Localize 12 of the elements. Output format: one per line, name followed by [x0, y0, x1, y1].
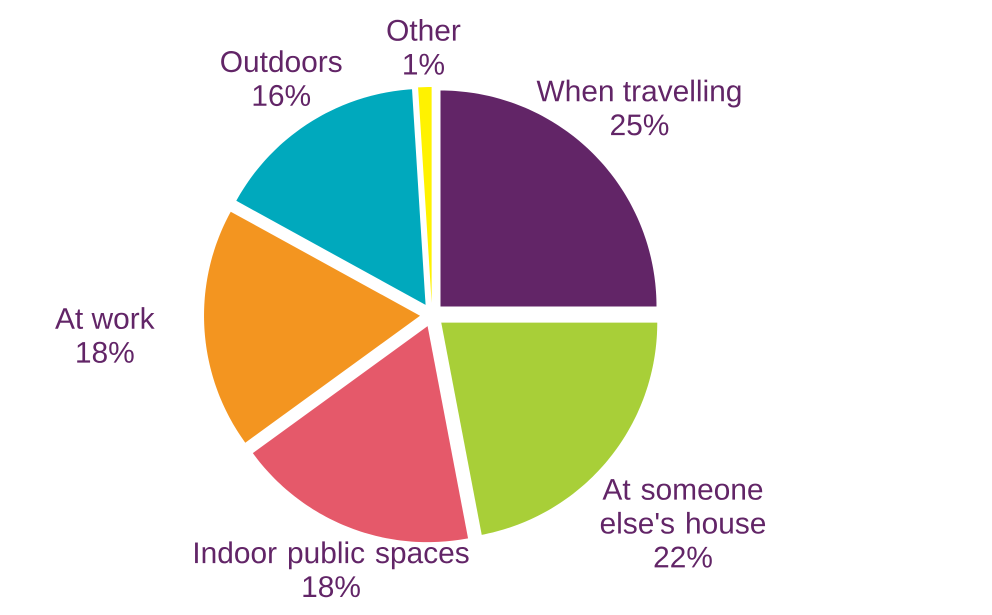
- data-label: 22%: [654, 546, 712, 568]
- slice-label: Other: [388, 18, 460, 41]
- slice-label: At someone else's house: [600, 479, 766, 534]
- data-label: 25%: [611, 114, 668, 136]
- data-label: 18%: [77, 342, 134, 363]
- data-label: 1%: [404, 54, 444, 75]
- slice-label: Outdoors: [221, 50, 342, 72]
- data-label: 16%: [254, 84, 310, 106]
- slice-label: When travelling: [536, 80, 740, 108]
- slice-label: At work: [55, 307, 155, 330]
- slice-label: Indoor public spaces: [195, 541, 469, 570]
- data-label: 18%: [303, 576, 360, 598]
